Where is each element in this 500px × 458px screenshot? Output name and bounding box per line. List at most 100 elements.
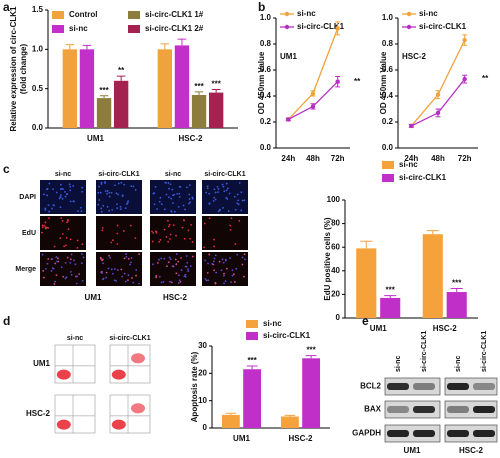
- cell-dot: [182, 204, 185, 207]
- cell-dot: [52, 267, 55, 270]
- cell-dot: [212, 260, 215, 263]
- legend-swatch: [284, 24, 290, 30]
- y-tick-label: 0.0: [260, 143, 272, 152]
- blot-band: [387, 406, 409, 413]
- cell-dot: [41, 224, 44, 227]
- cell-dot: [191, 241, 194, 243]
- cell-dot: [159, 196, 162, 199]
- cell-dot: [130, 257, 133, 259]
- cell-dot: [236, 253, 239, 256]
- cell-dot: [240, 191, 243, 194]
- cell-dot: [42, 270, 45, 272]
- significance: ***: [452, 279, 462, 288]
- cell-dot: [135, 269, 138, 271]
- cell-dot: [119, 206, 122, 208]
- y-tick-label: 20: [198, 368, 207, 377]
- y-tick-label: 0.8: [260, 39, 272, 48]
- cell-dot: [183, 219, 186, 222]
- cell-dot: [169, 258, 172, 261]
- cell-dot: [97, 203, 100, 206]
- panel-label: d: [3, 314, 10, 328]
- cell-dot: [231, 269, 234, 272]
- bar: [243, 369, 262, 428]
- cell-dot: [101, 229, 104, 232]
- cell-cloud: [111, 369, 126, 380]
- cell-dot: [102, 204, 105, 207]
- blot-strip: [384, 424, 441, 443]
- bar: [422, 234, 443, 318]
- cell-dot: [114, 268, 116, 270]
- group-label: HSC-2: [163, 293, 188, 302]
- cell-dot: [165, 193, 168, 196]
- x-tick-label: UM1: [87, 134, 104, 143]
- cell-dot: [187, 268, 189, 271]
- legend-label: si-circ-CLK1: [399, 173, 447, 182]
- legend-swatch: [246, 320, 258, 328]
- cell-dot: [129, 263, 131, 266]
- cell-dot: [110, 241, 113, 244]
- cell-dot: [174, 258, 177, 261]
- cell-dot: [108, 209, 111, 212]
- y-tick-label: 1.5: [32, 5, 44, 14]
- group-label: HSC-2: [459, 446, 484, 455]
- cell-dot: [102, 262, 104, 265]
- chart-title: UM1: [280, 52, 297, 61]
- cell-dot: [60, 183, 62, 186]
- cell-dot: [152, 232, 155, 234]
- error-bar: [384, 295, 397, 298]
- cell-dot: [167, 182, 170, 184]
- cell-dot: [138, 282, 140, 285]
- significance: **: [482, 74, 489, 83]
- cell-dot: [175, 272, 178, 275]
- cell-dot: [106, 192, 108, 195]
- cell-dot: [101, 272, 103, 275]
- marker: [335, 79, 340, 84]
- cell-dot: [179, 186, 182, 188]
- cell-dot: [223, 274, 225, 277]
- group-label: UM1: [404, 446, 421, 455]
- significance: ***: [386, 286, 396, 295]
- error-bar: [82, 44, 92, 50]
- cell-dot: [106, 189, 109, 192]
- cell-dot: [76, 246, 79, 249]
- cell-dot: [180, 257, 182, 259]
- cell-dot: [215, 271, 218, 274]
- cell-dot: [172, 194, 174, 197]
- quadrant: [110, 345, 150, 383]
- cell-dot: [55, 274, 58, 277]
- bar: [208, 92, 224, 128]
- y-axis-label: EdU positive cells (%): [323, 217, 332, 300]
- cell-dot: [155, 275, 158, 277]
- cell-dot: [225, 196, 228, 199]
- cell-dot: [44, 207, 47, 210]
- cell-dot: [213, 257, 216, 260]
- cell-dot: [81, 186, 84, 189]
- cell-dot: [132, 281, 135, 284]
- cell-dot: [186, 261, 189, 264]
- error-bar: [360, 240, 373, 249]
- cell-dot: [75, 282, 78, 285]
- cell-dot: [64, 261, 67, 264]
- y-axis-label: Relative expression of circ-CLK1: [9, 6, 18, 131]
- legend-label: si-nc: [297, 9, 316, 18]
- error-bar: [116, 75, 126, 81]
- cell-dot: [61, 219, 64, 222]
- cell-dot: [204, 259, 207, 262]
- cell-dot: [48, 182, 51, 185]
- cell-dot: [55, 256, 58, 259]
- y-tick-label: 0.4: [382, 91, 394, 100]
- cell-dot: [227, 210, 230, 212]
- error-bar: [160, 43, 170, 50]
- x-tick-label: 24h: [404, 154, 418, 163]
- column-label: si-nc: [55, 171, 71, 178]
- legend-swatch: [246, 332, 258, 340]
- cell-dot: [100, 210, 103, 213]
- bar: [280, 416, 299, 428]
- cell-dot: [163, 228, 166, 231]
- x-tick-label: HSC-2: [288, 434, 313, 443]
- error-bar: [211, 88, 221, 93]
- cell-dot: [188, 193, 191, 196]
- cell-dot: [187, 229, 190, 232]
- cell-dot: [132, 185, 135, 188]
